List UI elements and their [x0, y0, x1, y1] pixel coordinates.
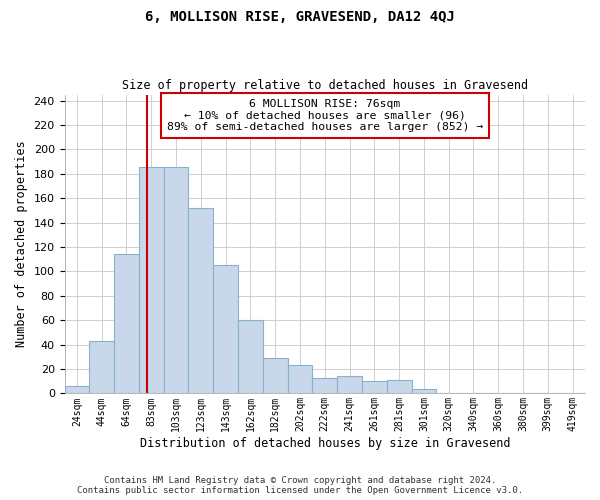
Bar [65, 386, 89, 394]
Text: Contains HM Land Registry data © Crown copyright and database right 2024.
Contai: Contains HM Land Registry data © Crown c… [77, 476, 523, 495]
Y-axis label: Number of detached properties: Number of detached properties [15, 140, 28, 348]
Text: 6, MOLLISON RISE, GRAVESEND, DA12 4QJ: 6, MOLLISON RISE, GRAVESEND, DA12 4QJ [145, 10, 455, 24]
Bar [164, 166, 188, 394]
Bar [313, 378, 337, 394]
Bar [387, 380, 412, 394]
X-axis label: Distribution of detached houses by size in Gravesend: Distribution of detached houses by size … [140, 437, 510, 450]
Bar [263, 358, 287, 394]
Bar [238, 320, 263, 394]
Title: Size of property relative to detached houses in Gravesend: Size of property relative to detached ho… [122, 79, 528, 92]
Bar [337, 376, 362, 394]
Text: 6 MOLLISON RISE: 76sqm
← 10% of detached houses are smaller (96)
89% of semi-det: 6 MOLLISON RISE: 76sqm ← 10% of detached… [167, 99, 483, 132]
Bar [213, 266, 238, 394]
Bar [139, 166, 164, 394]
Bar [188, 208, 213, 394]
Bar [114, 254, 139, 394]
Bar [89, 341, 114, 394]
Bar [287, 366, 313, 394]
Bar [412, 388, 436, 394]
Bar [362, 381, 387, 394]
